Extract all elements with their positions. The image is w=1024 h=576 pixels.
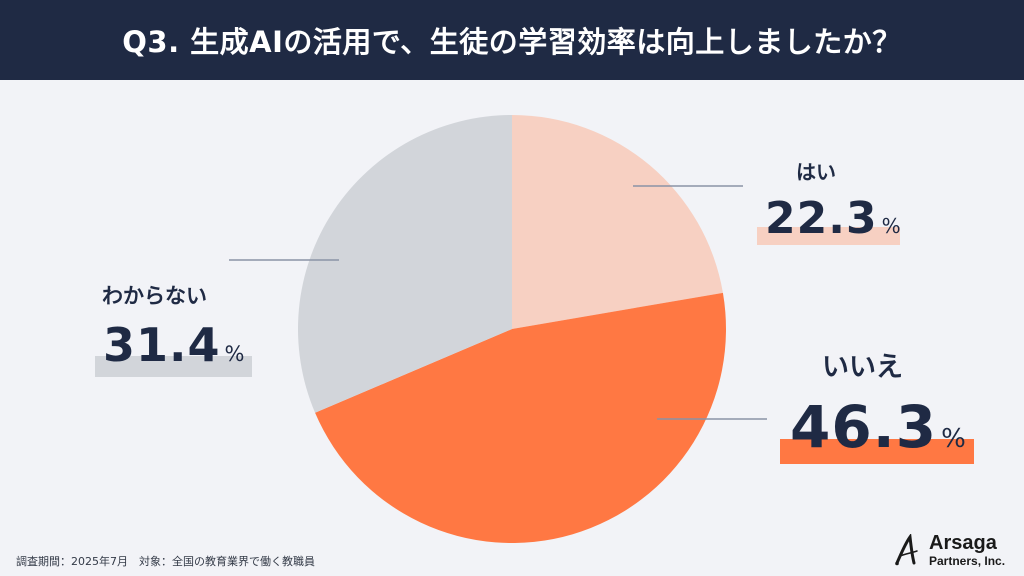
pie-slice-unknown [297,115,512,413]
arsaga-logo-icon [895,534,918,566]
label-yes: はい [796,160,836,184]
value-no-number: 46.3 [790,393,938,461]
label-unknown: わからない [102,284,207,308]
survey-note: 調査期間：2025年7月 対象：全国の教育業界で働く教職員 [16,555,315,568]
company-logo: Arsaga Partners, Inc. [893,533,1005,567]
chart-title-bar: Q3. 生成AIの活用で、生徒の学習効率は向上しましたか？ [0,0,1024,80]
value-unknown-unit: % [224,342,245,366]
chart-title: Q3. 生成AIの活用で、生徒の学習効率は向上しましたか？ [122,25,902,59]
highlight-unknown [95,356,252,377]
value-no-unit: % [941,424,966,454]
logo-subtitle: Partners, Inc. [929,554,1006,568]
value-unknown-number: 31.4 [103,318,221,372]
label-no: いいえ [822,352,903,383]
pie-slice-yes [512,115,723,329]
pie-slice-no [315,292,726,543]
value-unknown: 31.4% [103,322,244,368]
highlight-no [780,439,974,464]
logo-name: Arsaga [929,532,997,554]
value-yes-number: 22.3 [765,193,878,244]
value-yes-unit: % [881,214,901,238]
highlight-yes [757,227,900,245]
value-yes: 22.3% [765,197,901,241]
value-no: 46.3% [790,398,966,456]
